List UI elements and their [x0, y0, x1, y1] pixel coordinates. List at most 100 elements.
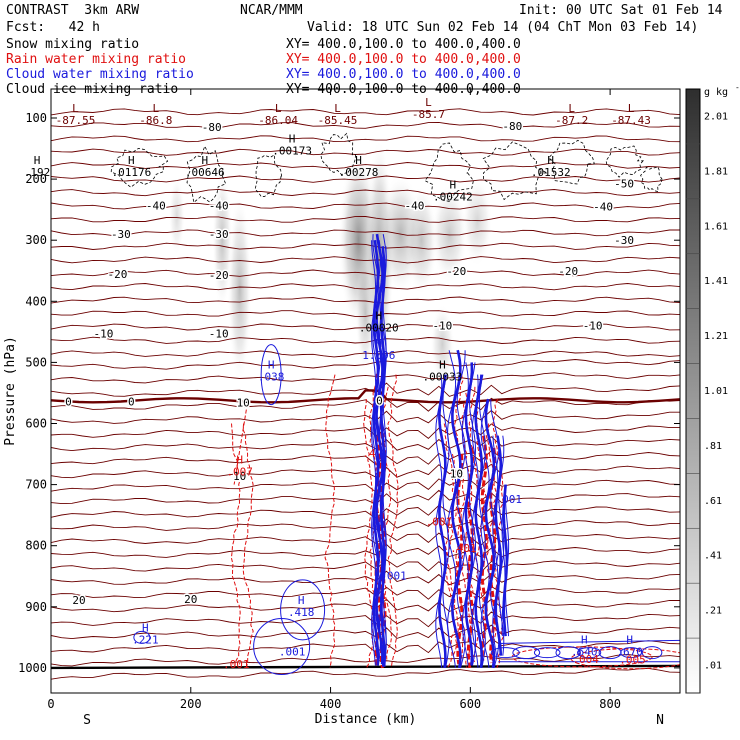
organization: NCAR/MMM: [240, 3, 303, 18]
extremum-value: -86.8: [139, 114, 172, 127]
colorbar: .01 .21 .41 .61 .81 1.01 1.21 1.41 1.61 1.81 2.01 g…: [685, 83, 740, 694]
isotherm-label: -40: [404, 199, 424, 212]
isotherm: [51, 504, 680, 519]
isotherm: [51, 202, 680, 210]
cloud-water-contour: [577, 647, 602, 659]
colorbar-tick-label: .01: [704, 661, 722, 672]
snow-plume: [405, 185, 438, 296]
rain-contour: [233, 398, 249, 485]
rain-contour: [363, 399, 374, 669]
isotherm: [51, 162, 680, 170]
cloud-ice-contours: [110, 132, 663, 204]
rain-contour: [446, 453, 459, 656]
rain-contour: [324, 374, 336, 668]
cloud-water-contour: [484, 398, 496, 669]
direction-north-label: N: [656, 713, 664, 728]
cloud-water-contour: [133, 630, 151, 644]
extremum-value: .00242: [433, 190, 473, 203]
cloud-water-contour: [492, 435, 499, 656]
cloud-water-contour: [474, 374, 484, 669]
isotherm-label: 20: [72, 594, 85, 607]
extremum-value: .00173: [272, 145, 312, 158]
rain-contour: [368, 362, 381, 663]
y-axis-label: Pressure (hPa): [3, 336, 18, 446]
isotherm-label: 0: [128, 396, 135, 409]
isotherm: [51, 135, 680, 143]
colorbar-tick-label: 2.01: [704, 111, 728, 122]
x-tick-label: 600: [459, 697, 481, 711]
extremum-marker: H: [268, 359, 275, 372]
cloud-ice-contour: [110, 147, 169, 188]
contour-value-label: .401: [450, 542, 477, 555]
cloud-water-contour: [480, 398, 490, 668]
isotherm: [51, 323, 680, 331]
snow-plume: [168, 175, 185, 256]
isotherm: [51, 489, 680, 505]
y-tick-label: 400: [25, 294, 47, 308]
isotherm: [51, 543, 680, 558]
isotherm-label: -10: [432, 320, 452, 333]
cloud-water-contour: [442, 374, 450, 668]
cloud-water-contour: [464, 362, 474, 666]
extremum-marker: H: [375, 310, 382, 323]
cloud-water-contour: [555, 646, 581, 660]
isotherm: [51, 478, 680, 493]
cloud-water-contour: [260, 344, 282, 406]
cloud-water-contour: [494, 435, 503, 656]
extremum-marker: H: [439, 359, 446, 372]
isotherm: [51, 586, 680, 600]
extremum-value: .01176: [111, 166, 151, 179]
isotherm-label: 10: [237, 397, 250, 410]
cloud-water-contour: [512, 646, 541, 660]
colorbar-tick-label: .61: [704, 496, 722, 507]
init-time: Init: 00 UTC Sat 01 Feb 14: [519, 3, 723, 18]
y-tick-label: 700: [25, 478, 47, 492]
x-axis-label: Distance (km): [315, 712, 417, 727]
snow-plume: [430, 304, 455, 385]
valid-time: Valid: 18 UTC Sun 02 Feb 14 (04 ChT Mon …: [307, 20, 699, 35]
rain-contours: [230, 362, 680, 670]
snow-plume: [462, 176, 493, 267]
contour-value-label: .001: [380, 569, 407, 582]
plot-border: [50, 88, 681, 694]
field-snow-xy: XY= 400.0,100.0 to 400.0,400.0: [286, 37, 521, 52]
isotherm-label: 0: [65, 396, 72, 409]
y-tick-label: 300: [25, 233, 47, 247]
isotherm-label: 20: [184, 593, 197, 606]
colorbar-unit: g kg: [704, 87, 728, 98]
isotherm: [51, 283, 680, 291]
extremum-marker: L: [425, 96, 432, 109]
extremum-marker: H: [375, 337, 382, 350]
y-tick-label: 500: [25, 355, 47, 369]
y-tick-label: 800: [25, 539, 47, 553]
extremum-marker: H: [547, 154, 554, 167]
colorbar-tick-label: 1.81: [704, 166, 728, 177]
extremum-marker: H: [34, 154, 41, 167]
isotherm: [51, 397, 680, 412]
cloud-water-contour: [280, 579, 326, 641]
isotherm: [51, 269, 680, 277]
colorbar-tick-label: 1.41: [704, 276, 728, 287]
y-tick-label: 600: [25, 417, 47, 431]
rain-contour: [380, 386, 393, 662]
cloud-water-contour: [372, 240, 380, 666]
rain-contour: [443, 423, 456, 669]
extremum-value: .01532: [531, 166, 571, 179]
field-snow-name: Snow mixing ratio: [6, 37, 140, 52]
extremum-marker: L: [275, 102, 282, 115]
isotherm: [51, 242, 680, 250]
cloud-water-contour: [380, 246, 386, 667]
contour-value-label: .004: [572, 653, 599, 666]
cloud-water-contour: [490, 647, 520, 659]
extremum-marker: H: [128, 154, 135, 167]
isotherm-label: -30: [111, 228, 131, 241]
isotherm-label: -40: [146, 199, 166, 212]
extremum-value: -87.55: [56, 114, 96, 127]
extremum-value: .00020: [359, 322, 399, 335]
isotherm: [51, 611, 680, 628]
cloud-water-contour: [435, 374, 443, 668]
cloud-water-contour: [502, 484, 509, 637]
cloud-ice-contour: [640, 166, 663, 193]
